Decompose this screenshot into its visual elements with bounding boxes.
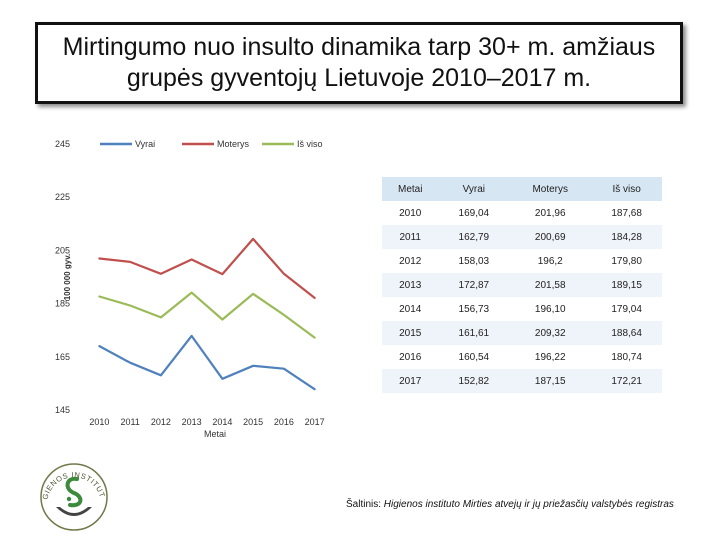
- table-cell: 2017: [382, 369, 439, 393]
- x-tick-label: 2012: [151, 417, 171, 427]
- y-tick-label: 185: [55, 299, 70, 309]
- table-cell: 196,22: [509, 345, 592, 369]
- table-cell: 179,04: [591, 297, 662, 321]
- table-cell: 180,74: [591, 345, 662, 369]
- table-cell: 187,68: [591, 201, 662, 225]
- table-header-cell: Metai: [382, 177, 439, 201]
- table-row: 2016 160,54 196,22 180,74: [382, 345, 662, 369]
- title-box: Mirtingumo nuo insulto dinamika tarp 30+…: [35, 22, 683, 104]
- table-cell: 158,03: [438, 249, 510, 273]
- x-axis-label: Metai: [204, 429, 226, 439]
- table-row: 2010 169,04 201,96 187,68: [382, 201, 662, 225]
- table-cell: 172,21: [591, 369, 662, 393]
- x-tick-label: 2013: [182, 417, 202, 427]
- table-cell: 196,10: [509, 297, 592, 321]
- series-line: [98, 334, 316, 391]
- legend-label: Iš viso: [297, 139, 323, 149]
- source-note: Šaltinis: Higienos instituto Mirties atv…: [346, 499, 674, 510]
- table-cell: 160,54: [438, 345, 510, 369]
- table-header-cell: Vyrai: [438, 177, 510, 201]
- chart-title: Mirtingumo nuo insulto dinamika tarp 30+…: [62, 33, 656, 92]
- table-row: 2015 161,61 209,32 188,64: [382, 321, 662, 345]
- table-cell: 187,15: [509, 369, 592, 393]
- y-tick-label: 245: [55, 139, 70, 149]
- y-axis-label: 100 000 gyv.: [63, 254, 72, 301]
- y-tick-label: 205: [55, 245, 70, 255]
- table-cell: 169,04: [438, 201, 510, 225]
- y-tick-label: 145: [55, 405, 70, 415]
- higienos-institutas-logo-icon: HIGIENOS INSTITUTAS: [34, 451, 108, 531]
- table-cell: 156,73: [438, 297, 510, 321]
- table-row: 2012 158,03 196,2 179,80: [382, 249, 662, 273]
- table-cell: 172,87: [438, 273, 510, 297]
- table-row: 2011 162,79 200,69 184,28: [382, 225, 662, 249]
- table-cell: 200,69: [509, 225, 592, 249]
- table-cell: 2012: [382, 249, 439, 273]
- table-cell: 201,96: [509, 201, 592, 225]
- table-cell: 152,82: [438, 369, 510, 393]
- x-tick-label: 2010: [89, 417, 109, 427]
- table-header-cell: Moterys: [509, 177, 592, 201]
- x-tick-label: 2011: [120, 417, 139, 427]
- table-cell: 209,32: [509, 321, 592, 345]
- table-cell: 2011: [382, 225, 439, 249]
- legend-label: Moterys: [217, 139, 250, 149]
- table-cell: 179,80: [591, 249, 662, 273]
- source-prefix: Šaltinis:: [346, 499, 384, 510]
- table-row: 2017 152,82 187,15 172,21: [382, 369, 662, 393]
- table-row: 2013 172,87 201,58 189,15: [382, 273, 662, 297]
- table-cell: 201,58: [509, 273, 592, 297]
- x-tick-label: 2016: [274, 417, 294, 427]
- table-cell: 2014: [382, 297, 439, 321]
- y-tick-label: 225: [55, 192, 70, 202]
- series-line: [98, 237, 316, 299]
- series-line: [98, 291, 316, 339]
- table-header-row: Metai Vyrai Moterys Iš viso: [382, 177, 662, 201]
- x-tick-label: 2014: [212, 417, 232, 427]
- table-cell: 189,15: [591, 273, 662, 297]
- table-cell: 2010: [382, 201, 439, 225]
- table-cell: 162,79: [438, 225, 510, 249]
- source-text: Higienos instituto Mirties atvejų ir jų …: [383, 499, 674, 510]
- table-cell: 161,61: [438, 321, 510, 345]
- table-cell: 196,2: [509, 249, 592, 273]
- y-tick-label: 165: [55, 352, 70, 362]
- table-cell: 2015: [382, 321, 439, 345]
- x-tick-label: 2017: [305, 417, 325, 427]
- table-cell: 184,28: [591, 225, 662, 249]
- table-row: 2014 156,73 196,10 179,04: [382, 297, 662, 321]
- data-table: Metai Vyrai Moterys Iš viso 2010 169,04 …: [382, 177, 662, 393]
- table-cell: 2013: [382, 273, 439, 297]
- table-cell: 2016: [382, 345, 439, 369]
- table-cell: 188,64: [591, 321, 662, 345]
- legend-label: Vyrai: [135, 139, 155, 149]
- x-tick-label: 2015: [243, 417, 263, 427]
- table-header-cell: Iš viso: [591, 177, 662, 201]
